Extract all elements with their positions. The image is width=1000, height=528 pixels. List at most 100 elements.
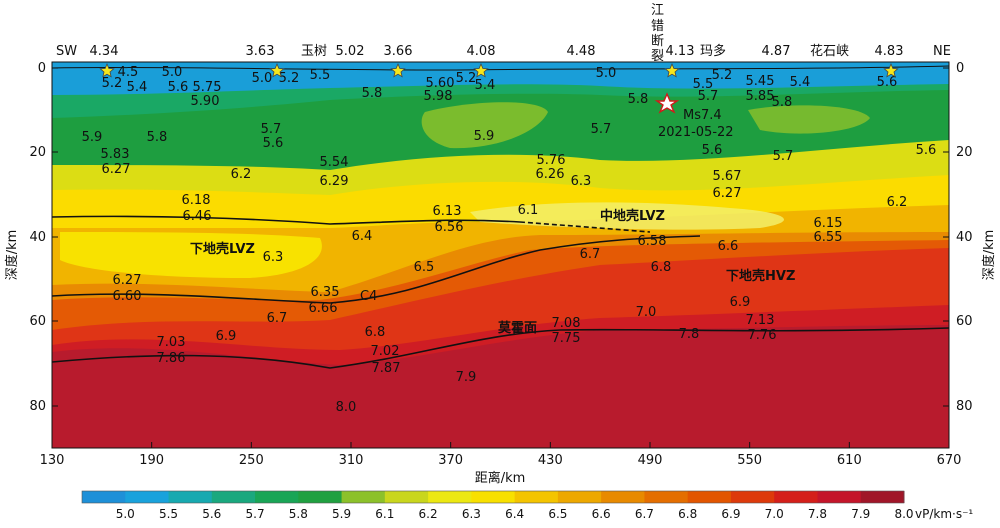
- velocity-value-label: 5.2: [102, 76, 123, 91]
- velocity-value-label: 5.4: [790, 75, 811, 90]
- colorbar-segment: [730, 491, 775, 503]
- velocity-value-label: 5.6: [702, 143, 723, 158]
- mid-crust-lvz-region: [470, 202, 784, 230]
- velocity-value-label: 5.8: [362, 86, 383, 101]
- velocity-value-label: 6.7: [580, 247, 601, 262]
- velocity-value-label: 6.60: [113, 289, 142, 304]
- velocity-value-label: 5.5: [310, 68, 331, 83]
- top-value-label: 3.66: [384, 44, 413, 59]
- right-depth-title: 深度/km: [981, 230, 997, 281]
- top-value-label: 5.02: [336, 44, 365, 59]
- velocity-colorbar: 5.0 5.5 5.6 5.7 5.8 5.9 6.1 6.2 6.3 6.4 6.5 6.6 6.7 6…: [81, 490, 914, 521]
- velocity-value-label: 6.46: [183, 209, 212, 224]
- interface-c4: [52, 235, 701, 304]
- colorbar-segment: [471, 491, 516, 503]
- station-star-icon: [99, 62, 115, 78]
- velocity-value-label: 6.27: [102, 162, 131, 177]
- place-yushu: 玉树: [301, 44, 327, 59]
- x-tick-label: 430: [538, 453, 563, 468]
- velocity-value-label: 5.60: [426, 76, 455, 91]
- colorbar-tick-label: 6.9: [721, 507, 740, 521]
- surface-topography: [52, 65, 949, 71]
- velocity-value-label: 5.5: [693, 77, 714, 92]
- interface-upper: [52, 215, 521, 225]
- plot-frame: [51, 61, 950, 449]
- moho-label: 莫霍面: [497, 320, 537, 336]
- y-tick-label: 60: [956, 314, 973, 329]
- velocity-value-label: 5.7: [261, 122, 282, 137]
- y-tick-label: 0: [956, 61, 964, 76]
- velocity-value-label: 4.5: [118, 65, 139, 80]
- x-tick-label: 190: [139, 453, 164, 468]
- colorbar-segment: [341, 491, 386, 503]
- green-patch-lighter: [421, 102, 548, 149]
- velocity-value-label: 6.2: [231, 167, 252, 182]
- colorbar-segment: [687, 491, 732, 503]
- place-huashixia: 花石峡: [810, 43, 849, 59]
- colorbar-tick-label: 6.7: [635, 507, 654, 521]
- svg-text:断: 断: [651, 34, 664, 49]
- velocity-value-label: 6.8: [651, 260, 672, 275]
- top-values: 4.34 3.63 5.02 3.66 4.08 4.48 4.13 4.87 4.83: [90, 44, 904, 59]
- velocity-value-label: 5.0: [252, 71, 273, 86]
- x-axis-title: 距离/km: [475, 470, 526, 486]
- x-tick-label: 310: [339, 453, 364, 468]
- x-tick-label: 550: [737, 453, 762, 468]
- colorbar-tick-label: 5.0: [116, 507, 135, 521]
- x-tick-label: 670: [937, 453, 962, 468]
- velocity-value-label: 6.15: [814, 216, 843, 231]
- velocity-value-label: 5.0: [162, 65, 183, 80]
- y-tick-label: 40: [956, 230, 973, 245]
- quake-magnitude-label: Ms7.4: [683, 108, 722, 123]
- colorbar-tick-label: 6.8: [678, 507, 697, 521]
- green-patch-ne: [748, 105, 870, 134]
- earthquake-epicenter: [654, 92, 680, 114]
- colorbar-tick-label: 6.2: [419, 507, 438, 521]
- colorbar-segment: [817, 491, 862, 503]
- velocity-value-label: 6.27: [113, 273, 142, 288]
- colorbar-segment: [384, 491, 429, 503]
- velocity-value-label: 6.56: [435, 220, 464, 235]
- velocity-value-label: 5.0: [596, 66, 617, 81]
- velocity-value-label: 6.9: [730, 295, 751, 310]
- velocity-value-label: 5.6: [168, 80, 189, 95]
- interface-moho: [52, 327, 949, 369]
- colorbar-segment: [298, 491, 343, 503]
- colorbar-segment: [82, 491, 126, 503]
- colorbar-tick-label: 5.7: [246, 507, 265, 521]
- top-value-label: 4.13: [666, 44, 695, 59]
- colorbar-segment: [428, 491, 472, 503]
- velocity-value-label: 6.8: [365, 325, 386, 340]
- ne-direction-label: NE: [933, 44, 951, 59]
- velocity-value-label: 6.29: [320, 174, 349, 189]
- svg-text:错: 错: [651, 19, 664, 34]
- station-star-icon: [269, 62, 285, 78]
- colorbar-unit-label: vP/km·s⁻¹: [915, 507, 973, 521]
- place-jiangcuo-fault: 江 错 断 裂: [651, 3, 664, 64]
- y-tick-label: 80: [29, 399, 46, 414]
- velocity-value-label: 6.3: [571, 174, 592, 189]
- velocity-value-label: 7.76: [748, 328, 777, 343]
- velocity-value-label: 5.85: [746, 89, 775, 104]
- velocity-value-label: 7.87: [372, 361, 401, 376]
- velocity-value-label: 5.7: [698, 89, 719, 104]
- colorbar-tick-label: 7.0: [765, 507, 784, 521]
- velocity-value-label: 5.4: [475, 78, 496, 93]
- lower-crust-hvz-label: 下地壳HVZ: [726, 268, 795, 284]
- velocity-value-label: 6.55: [814, 230, 843, 245]
- velocity-value-label: 5.75: [193, 80, 222, 95]
- velocity-value-label: 6.5: [414, 260, 435, 275]
- station-star-icon: [664, 62, 680, 78]
- velocity-value-label: 6.6: [718, 239, 739, 254]
- top-value-label: 4.48: [567, 44, 596, 59]
- colorbar-tick-label: 6.5: [548, 507, 567, 521]
- colorbar-tick-label: 6.4: [505, 507, 524, 521]
- velocity-value-label: 6.27: [713, 186, 742, 201]
- left-depth-axis: 0 20 40 60 80: [29, 61, 58, 414]
- x-tick-label: 250: [239, 453, 264, 468]
- colorbar-segment: [601, 491, 645, 503]
- colorbar-segment: [860, 491, 905, 503]
- top-value-label: 4.08: [467, 44, 496, 59]
- colorbar-tick-label: 7.9: [851, 507, 870, 521]
- top-value-label: 3.63: [246, 44, 275, 59]
